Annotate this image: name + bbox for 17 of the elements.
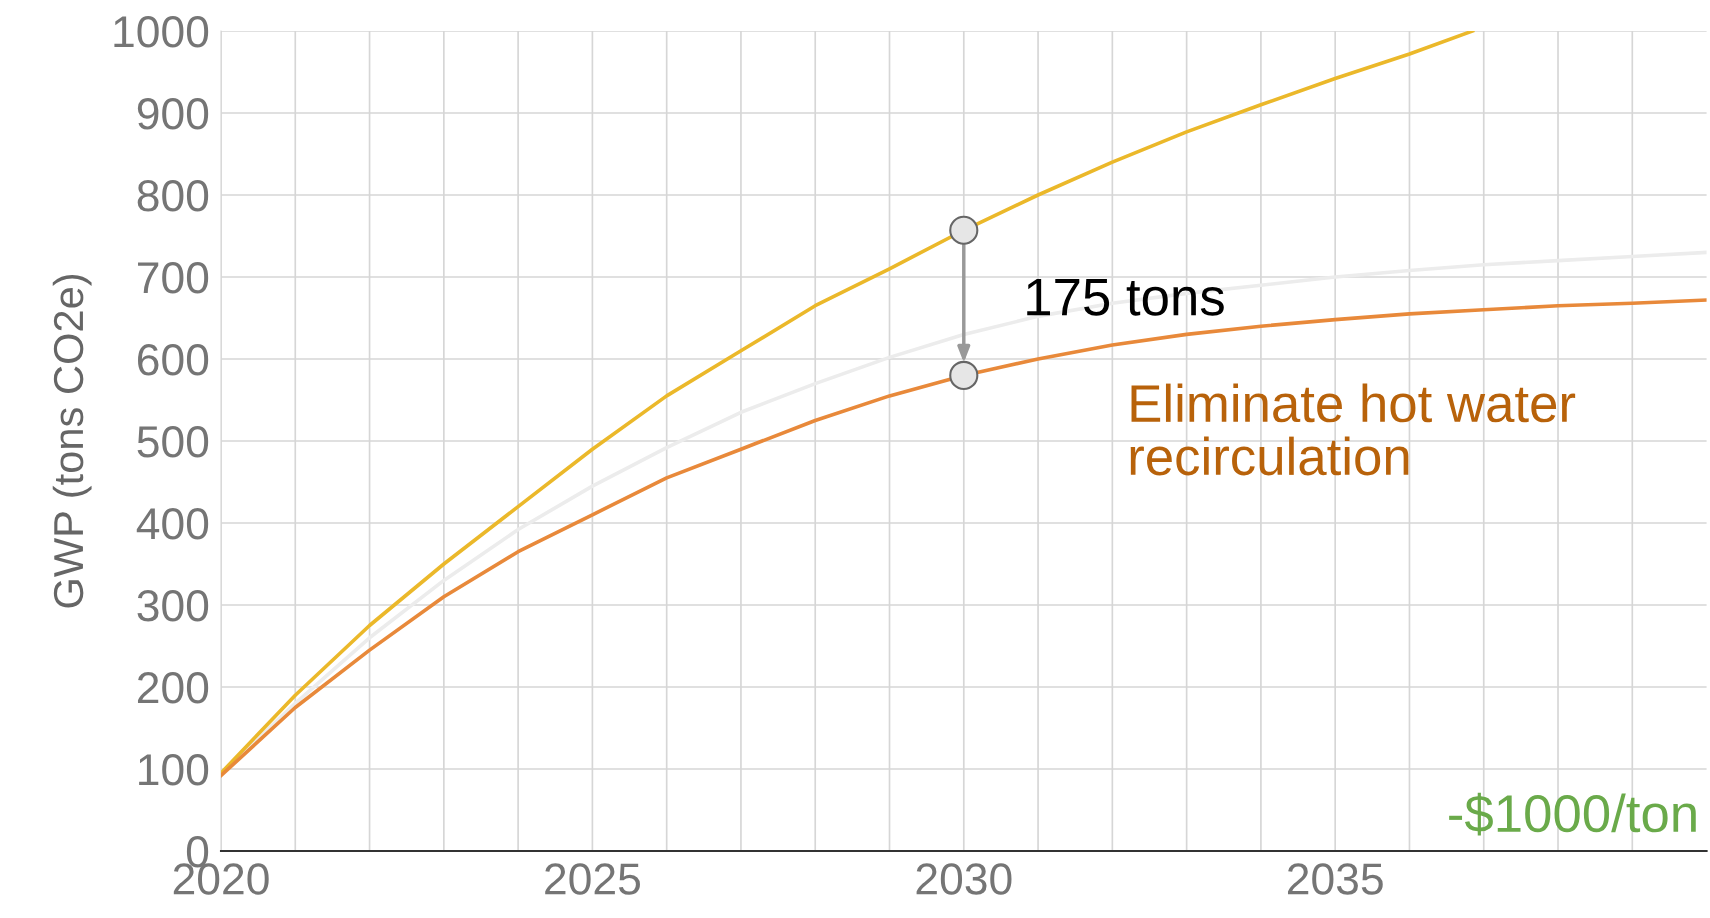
annotation: -$1000/ton [1449, 792, 1696, 836]
y-tick-label: 400 [136, 508, 209, 540]
annotation: 175 tons [1027, 278, 1224, 316]
x-tick-label: 2025 [545, 863, 640, 895]
y-tick-label: 100 [139, 754, 209, 786]
y-axis-title: GWP (tons CO2e) [52, 274, 92, 608]
x-tick-label: 2035 [1287, 863, 1383, 895]
y-tick-label: 600 [138, 344, 209, 376]
x-tick-label: 2030 [916, 863, 1012, 895]
y-tick-label: 800 [137, 180, 209, 212]
y-tick-label: 900 [137, 98, 209, 130]
y-tick-label: 200 [137, 672, 209, 704]
series-label: Eliminate hot water recirculation [1130, 383, 1576, 476]
y-tick-label: 1000 [114, 16, 209, 48]
y-tick-label: 300 [137, 590, 209, 622]
y-tick-label: 500 [137, 426, 209, 458]
y-tick-label: 700 [138, 262, 209, 294]
